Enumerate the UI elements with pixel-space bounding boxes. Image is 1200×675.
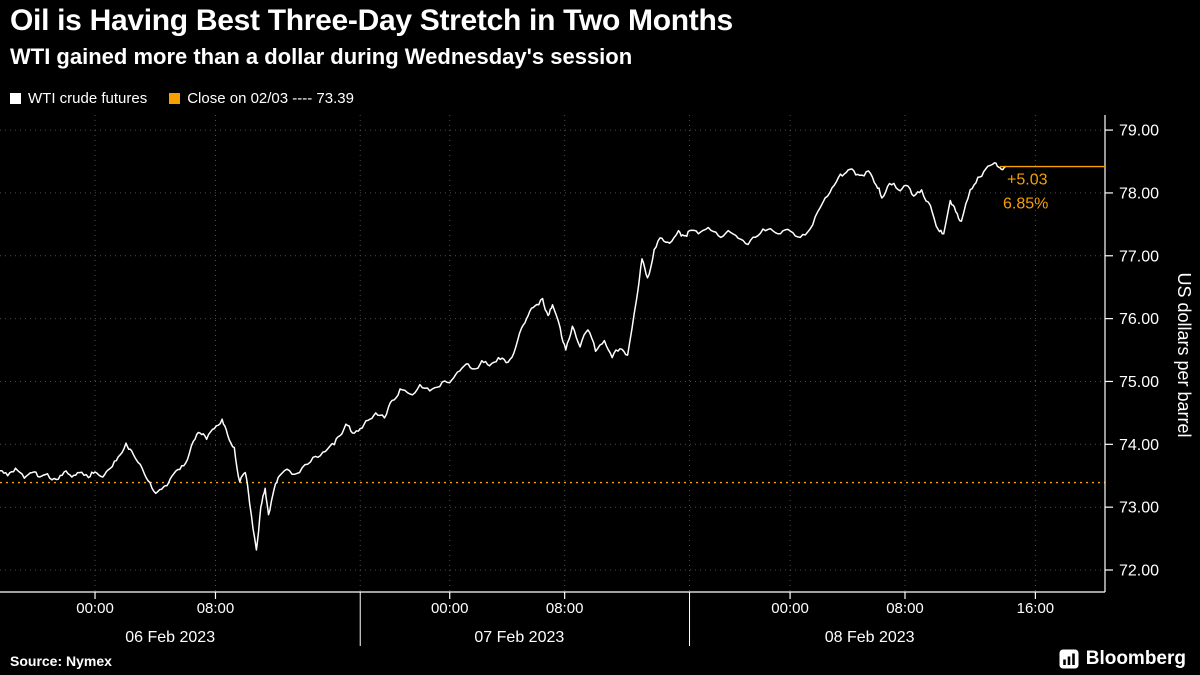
svg-text:+5.03: +5.03 bbox=[1007, 172, 1048, 189]
svg-text:16:00: 16:00 bbox=[1017, 600, 1055, 617]
series-swatch-icon bbox=[10, 93, 21, 104]
svg-text:77.00: 77.00 bbox=[1119, 248, 1159, 265]
svg-text:06 Feb 2023: 06 Feb 2023 bbox=[125, 629, 215, 646]
reference-swatch-icon bbox=[169, 93, 181, 104]
chart-legend: WTI crude futures Close on 02/03 ---- 73… bbox=[10, 90, 354, 107]
svg-text:08:00: 08:00 bbox=[546, 600, 584, 617]
legend-item-wti: WTI crude futures bbox=[10, 90, 147, 107]
svg-text:78.00: 78.00 bbox=[1119, 185, 1159, 202]
legend-label-wti: WTI crude futures bbox=[28, 90, 148, 107]
bloomberg-logo: Bloomberg bbox=[1059, 648, 1186, 670]
price-chart: 72.00 73.00 74.00 75.00 76.00 77.00 78.00 79.00… bbox=[0, 115, 1194, 646]
legend-item-close: Close on 02/03 ---- 73.39 bbox=[169, 90, 354, 107]
svg-text:76.00: 76.00 bbox=[1119, 311, 1159, 328]
svg-text:74.00: 74.00 bbox=[1119, 437, 1159, 454]
svg-text:79.00: 79.00 bbox=[1119, 123, 1159, 140]
svg-text:72.00: 72.00 bbox=[1119, 563, 1159, 580]
svg-text:75.00: 75.00 bbox=[1119, 374, 1159, 391]
chart-title: Oil is Having Best Three-Day Stretch in … bbox=[10, 4, 733, 37]
svg-text:US dollars per barrel: US dollars per barrel bbox=[1174, 272, 1194, 437]
chart-subtitle: WTI gained more than a dollar during Wed… bbox=[10, 44, 633, 69]
svg-text:6.85%: 6.85% bbox=[1003, 196, 1048, 213]
svg-text:07 Feb 2023: 07 Feb 2023 bbox=[474, 629, 564, 646]
bloomberg-bars-icon bbox=[1059, 649, 1079, 669]
legend-label-close: Close on 02/03 ---- 73.39 bbox=[187, 90, 354, 107]
svg-text:00:00: 00:00 bbox=[771, 600, 809, 617]
svg-text:00:00: 00:00 bbox=[76, 600, 114, 617]
source-label: Source: Nymex bbox=[10, 653, 112, 669]
svg-text:00:00: 00:00 bbox=[431, 600, 469, 617]
svg-text:08:00: 08:00 bbox=[197, 600, 235, 617]
bloomberg-wordmark: Bloomberg bbox=[1085, 648, 1186, 669]
svg-text:08:00: 08:00 bbox=[886, 600, 924, 617]
svg-text:08 Feb 2023: 08 Feb 2023 bbox=[825, 629, 915, 646]
svg-text:73.00: 73.00 bbox=[1119, 500, 1159, 517]
